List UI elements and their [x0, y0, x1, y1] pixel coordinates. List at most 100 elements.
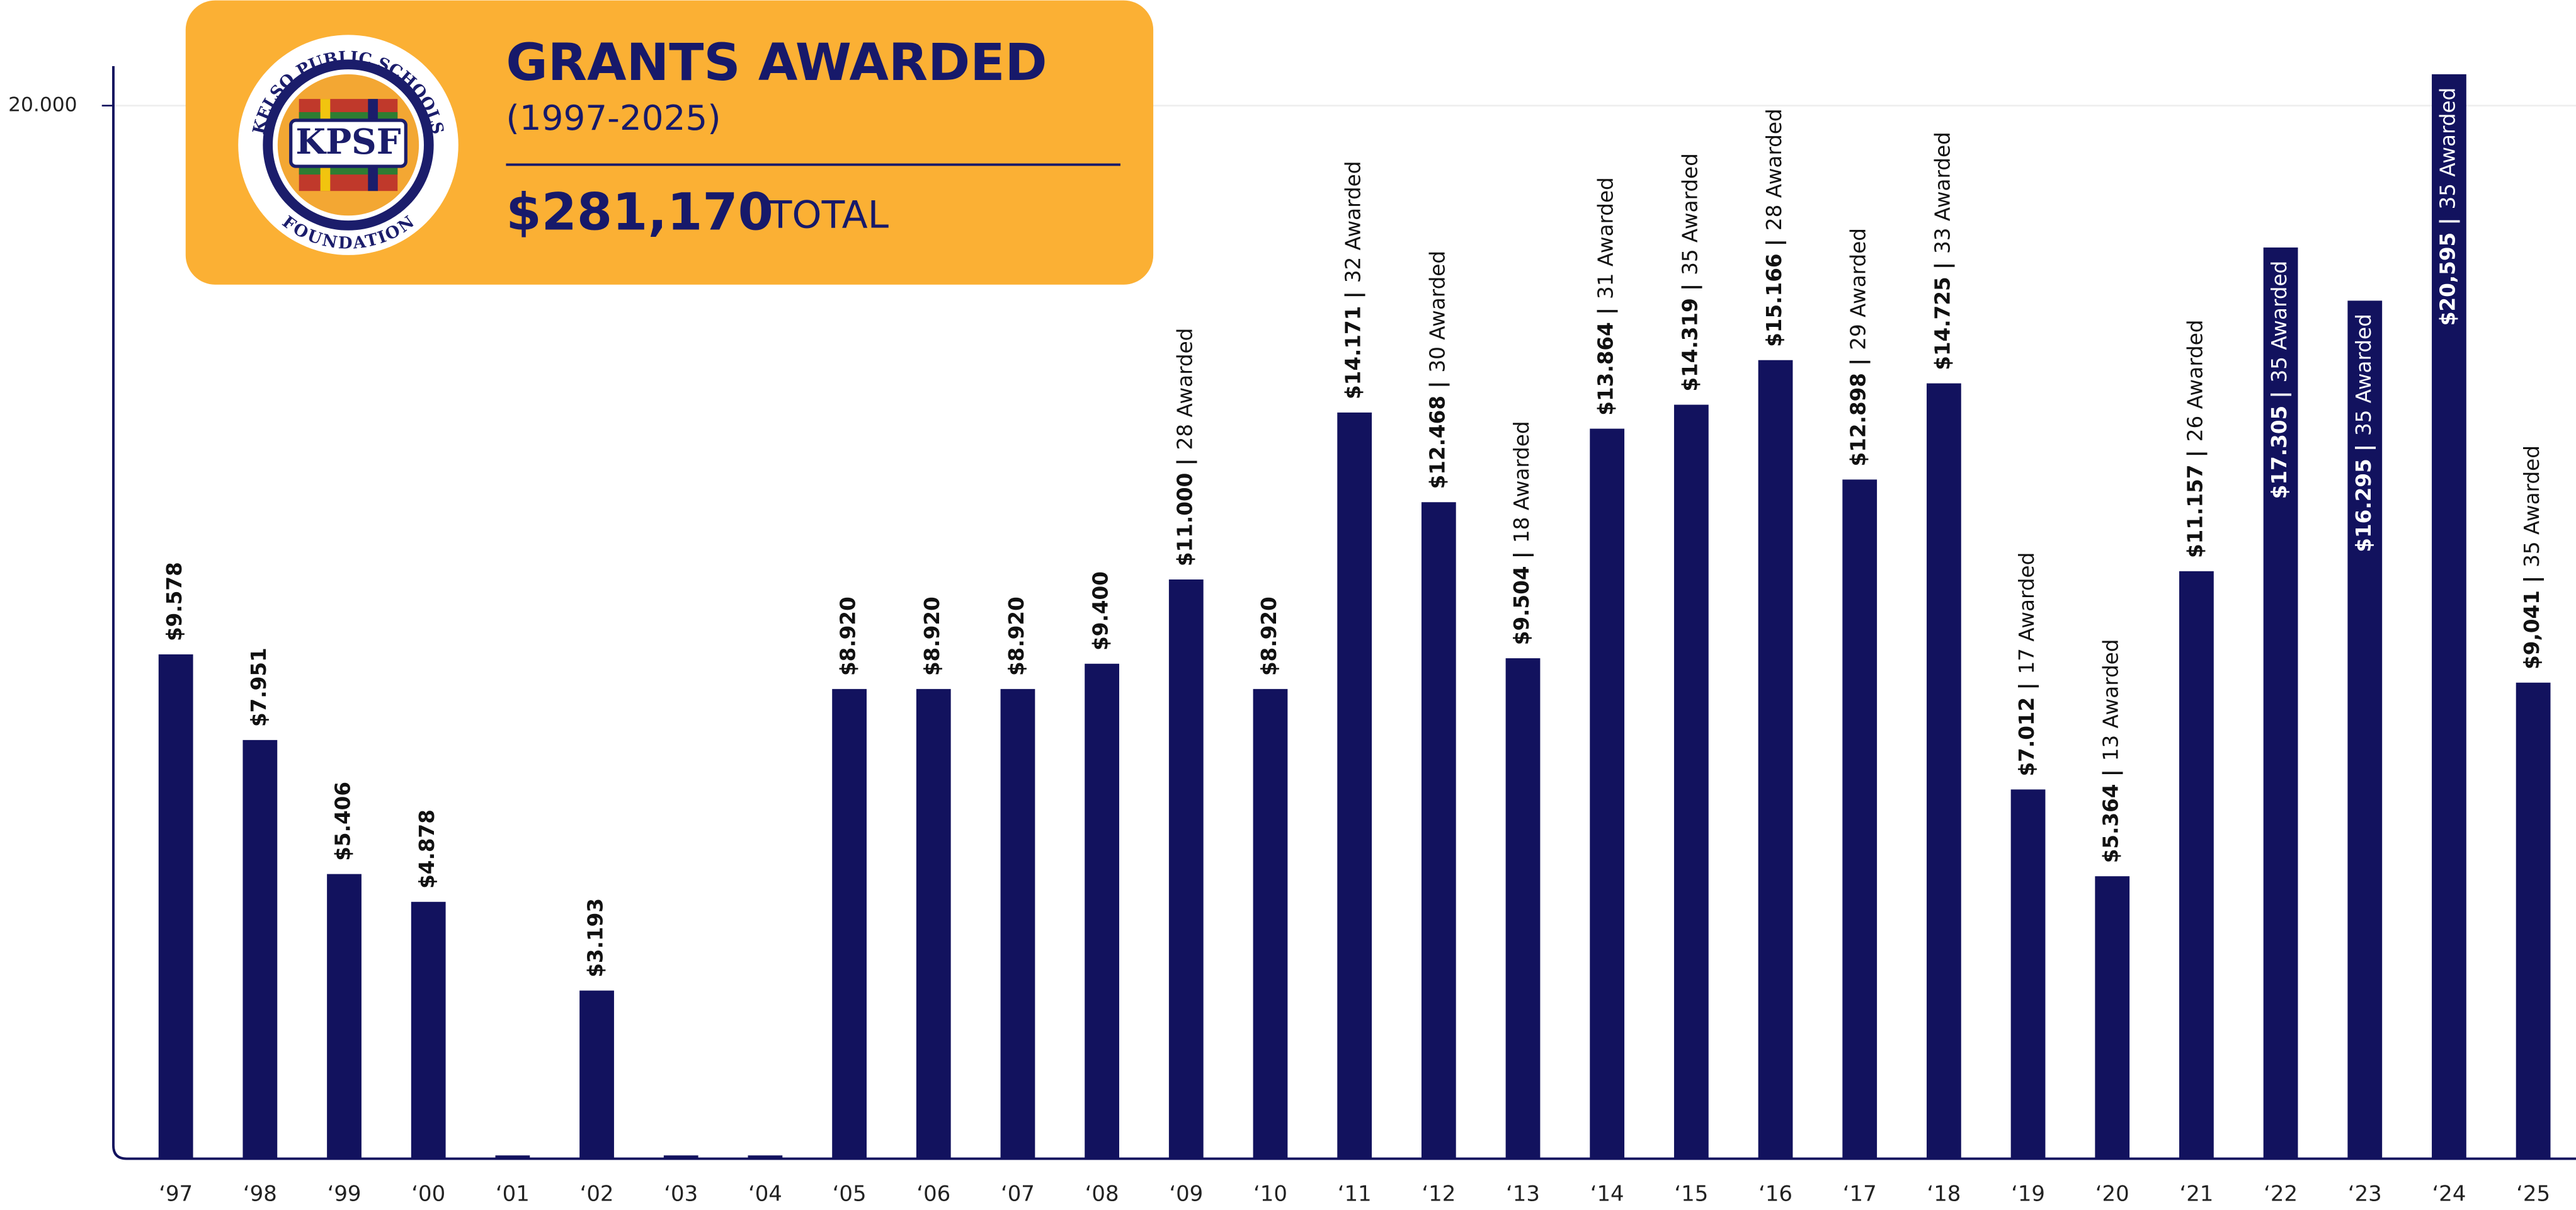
value-label: $5.364 |	[2099, 769, 2124, 863]
value-label: $16.295 |	[2352, 444, 2376, 552]
value-label: $9.400	[1089, 571, 1113, 651]
x-tick-label: ‘15	[1674, 1181, 1708, 1206]
y-tick-label: 20.000	[8, 94, 77, 117]
count-label: 35 Awarded	[2436, 88, 2459, 210]
count-label: 32 Awarded	[1342, 161, 1365, 283]
count-label: 35 Awarded	[2352, 314, 2376, 436]
value-label: $8.920	[1257, 596, 1281, 676]
bar	[1168, 579, 1204, 1159]
value-label: $20,595 |	[2436, 218, 2460, 326]
data-label: $8.920	[920, 596, 944, 676]
value-label: $12.468 |	[1425, 381, 1450, 489]
bar	[916, 688, 951, 1159]
x-tick-label: ‘98	[243, 1181, 277, 1206]
data-label: $14.725 | 33 Awarded	[1930, 132, 1955, 370]
data-label: $15.166 | 28 Awarded	[1762, 108, 1787, 346]
value-label: $5.406	[331, 782, 355, 861]
bar	[832, 688, 867, 1159]
x-tick-label: ‘25	[2516, 1181, 2550, 1206]
count-label: 26 Awarded	[2183, 320, 2207, 442]
x-tick-label: ‘00	[411, 1181, 445, 1206]
x-tick-label: ‘18	[1927, 1181, 1961, 1206]
plot-area: 20.000 ‘97 $9.578 ‘98 $7.951 ‘99 $5.406 ‘00 $4.8…	[8, 66, 2576, 1206]
data-label: $20,595 | 35 Awarded	[2436, 88, 2460, 326]
data-label: $3.193	[584, 898, 608, 978]
count-label: 35 Awarded	[1678, 153, 1702, 275]
count-label: 33 Awarded	[1930, 132, 1954, 254]
x-tick-label: ‘10	[1253, 1181, 1287, 1206]
value-label: $14.319 |	[1678, 283, 1702, 392]
bar	[1926, 383, 1961, 1159]
value-label: $9,041 |	[2520, 576, 2545, 670]
bar	[495, 1155, 530, 1159]
bar	[2010, 789, 2046, 1159]
bar	[1253, 688, 1288, 1159]
value-label: $11.157 |	[2183, 450, 2208, 558]
logo-center: KPSF	[295, 122, 401, 162]
bar	[2516, 682, 2551, 1159]
x-tick-label: ‘24	[2432, 1181, 2466, 1206]
logo-box	[289, 118, 407, 168]
bar	[579, 990, 614, 1159]
x-tick-label: ‘13	[1506, 1181, 1540, 1206]
x-tick-label: ‘06	[916, 1181, 950, 1206]
data-label: $11.000 | 28 Awarded	[1173, 328, 1197, 566]
value-label: $8.920	[836, 596, 860, 676]
x-tick-label: ‘97	[159, 1181, 193, 1206]
value-label: $8.920	[1005, 596, 1029, 676]
count-label: 35 Awarded	[2267, 261, 2291, 383]
x-tick-label: ‘07	[1001, 1181, 1035, 1206]
x-tick-label: ‘02	[580, 1181, 614, 1206]
bar	[2095, 876, 2130, 1159]
data-label: $12.468 | 30 Awarded	[1425, 251, 1450, 489]
data-label: $8.920	[836, 596, 860, 676]
bar	[1758, 360, 1793, 1159]
value-label: $8.920	[920, 596, 944, 676]
data-label: $16.295 | 35 Awarded	[2352, 314, 2376, 552]
data-label: $5.406	[331, 782, 355, 861]
value-label: $13.864 |	[1594, 307, 1619, 416]
data-label: $17.305 | 35 Awarded	[2267, 261, 2292, 499]
x-tick-label: ‘05	[833, 1181, 867, 1206]
x-tick-label: ‘16	[1758, 1181, 1792, 1206]
value-label: $9.578	[162, 562, 186, 641]
x-tick-label: ‘22	[2264, 1181, 2298, 1206]
data-label: $8.920	[1005, 596, 1029, 676]
data-label: $4.878	[415, 809, 439, 889]
count-label: 28 Awarded	[1762, 108, 1786, 231]
data-label: $7.012 | 17 Awarded	[2015, 552, 2039, 777]
count-label: 18 Awarded	[1510, 421, 1534, 543]
bar	[1085, 663, 1119, 1159]
data-label: $7.951	[247, 648, 271, 727]
data-label: $9.504 | 18 Awarded	[1510, 421, 1534, 645]
count-label: 17 Awarded	[2015, 552, 2039, 675]
x-tick-label: ‘03	[664, 1181, 698, 1206]
bar	[1000, 688, 1035, 1159]
x-tick-label: ‘11	[1338, 1181, 1372, 1206]
bar	[1337, 412, 1372, 1159]
total-amount: $281,170	[506, 183, 773, 242]
value-label: $17.305 |	[2267, 391, 2292, 499]
x-tick-label: ‘04	[748, 1181, 782, 1206]
value-label: $12.898 |	[1847, 358, 1871, 467]
bar	[2347, 300, 2383, 1159]
bar	[411, 901, 446, 1159]
header-card: KPSF KELSO PUBLIC SCHOOLS FOUNDATION GRA…	[185, 0, 1154, 285]
value-label: $15.166 |	[1762, 239, 1787, 347]
count-label: 35 Awarded	[2520, 445, 2544, 568]
count-label: 29 Awarded	[1847, 228, 1871, 350]
x-tick-label: ‘19	[2011, 1181, 2045, 1206]
axis-line	[112, 66, 2576, 1160]
x-tick-label: ‘12	[1422, 1181, 1456, 1206]
bar	[748, 1155, 783, 1159]
value-label: $9.504 |	[1510, 551, 1534, 645]
count-label: 30 Awarded	[1425, 251, 1449, 373]
count-label: 31 Awarded	[1594, 177, 1618, 299]
chart-subtitle: (1997-2025)	[506, 98, 721, 138]
bar	[2263, 247, 2298, 1159]
x-tick-label: ‘23	[2348, 1181, 2382, 1206]
data-label: $12.898 | 29 Awarded	[1847, 228, 1871, 466]
total-label: TOTAL	[768, 193, 889, 237]
